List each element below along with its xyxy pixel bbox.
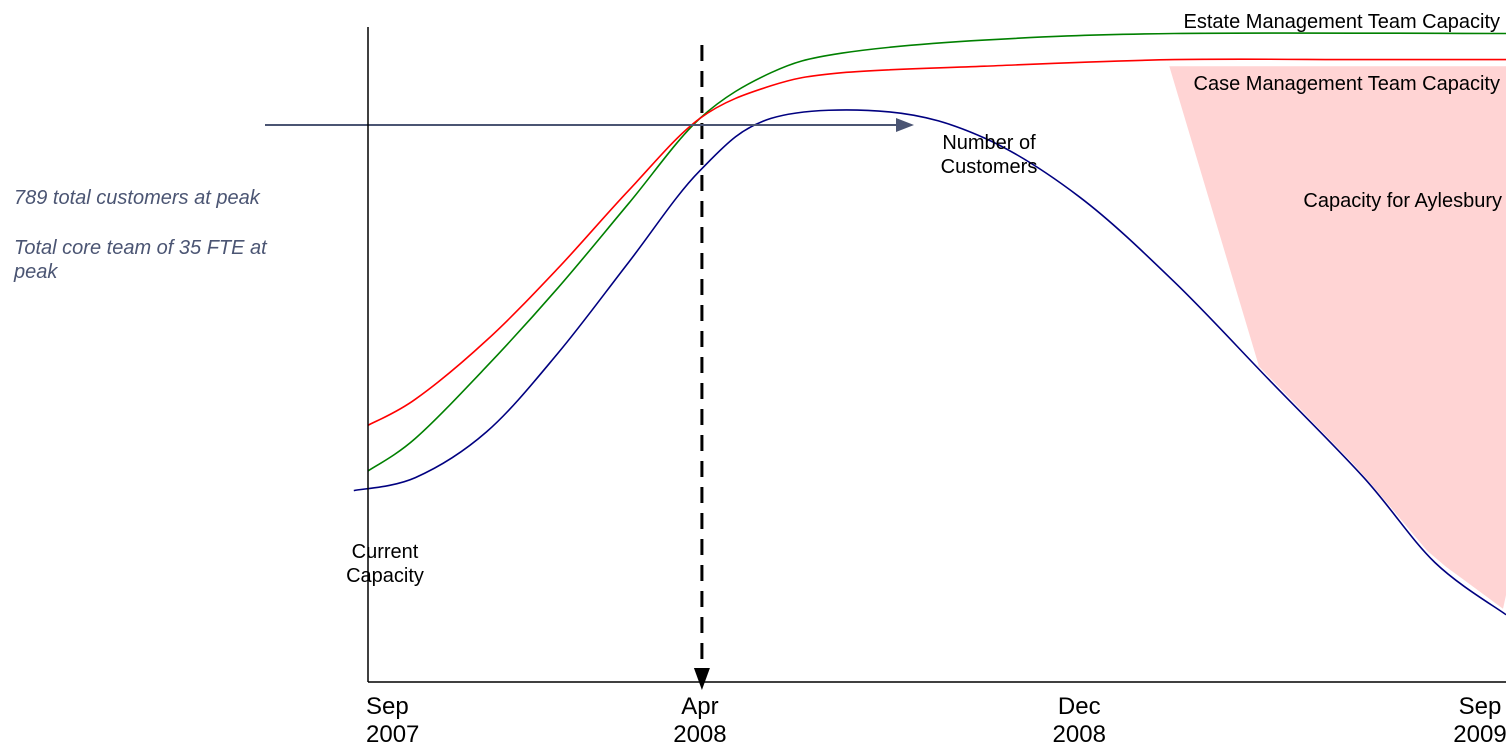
reference-arrowhead [693,668,710,690]
capacity-for-aylesbury-label: Capacity for Aylesbury [1303,190,1502,212]
case-management-capacity-label: Case Management Team Capacity [1194,73,1500,95]
estate-management-capacity-label: Estate Management Team Capacity [1184,11,1500,33]
peak-customers-note: 789 total customers at peak [14,187,260,209]
number-of-customers-label: Number of Customers [941,132,1038,178]
current-capacity-label: Current Capacity [346,541,424,587]
x-tick-label: Sep 2009 [1453,693,1506,748]
x-tick-label: Apr 2008 [673,693,726,748]
label-layer: Estate Management Team Capacity Case Mana… [346,11,1502,587]
x-tick-label: Dec 2008 [1053,693,1106,748]
capacity-area-layer [1169,66,1506,609]
case-management-capacity-line [367,58,1506,427]
series-layer [353,32,1506,616]
x-tick-label: Sep 2007 [366,693,419,748]
peak-arrowhead [896,118,914,132]
reference-layer [265,45,914,690]
capacity-for-aylesbury-area [1169,66,1506,609]
estate-management-capacity-line [367,32,1506,472]
peak-team-note: Total core team of 35 FTE at peak [14,237,267,283]
axis-layer: Sep 2007 Apr 2008 Dec 2008 Sep 2009 [366,27,1506,748]
number-of-customers-line [353,109,1506,616]
